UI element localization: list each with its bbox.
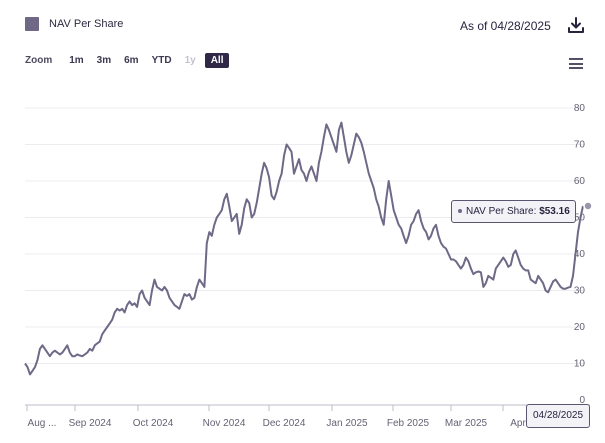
y-tick-label: 40 [574, 249, 586, 260]
zoom-button-1m[interactable]: 1m [69, 55, 84, 66]
x-tick-label: Nov 2024 [203, 418, 246, 429]
y-tick-label: 70 [574, 140, 586, 151]
x-tick-label: Feb 2025 [387, 418, 430, 429]
tooltip-series-label: NAV Per Share: [466, 206, 537, 217]
zoom-label: Zoom [25, 55, 53, 66]
tooltip: NAV Per Share: $53.16 [451, 200, 576, 223]
x-tick-label: Apr [510, 418, 526, 429]
hamburger-menu-icon[interactable] [569, 58, 583, 69]
legend-label: NAV Per Share [49, 18, 124, 30]
x-tick-label: Dec 2024 [263, 418, 306, 429]
nav-series-line [24, 121, 584, 376]
zoom-button-3m[interactable]: 3m [96, 55, 112, 66]
x-tick-label: Jan 2025 [326, 418, 368, 429]
grid-lines [25, 107, 585, 364]
x-axis-ticks: Aug ... Sep 2024 Oct 2024 Nov 2024 Dec 2024 J… [26, 405, 526, 429]
zoom-button-1y: 1y [184, 55, 196, 66]
x-tick-label: Oct 2024 [133, 418, 174, 429]
y-tick-label: 30 [574, 286, 586, 297]
tooltip-value: $53.16 [539, 206, 570, 217]
y-tick-label: 10 [574, 359, 586, 370]
zoom-button-ytd[interactable]: YTD [151, 55, 172, 66]
legend-swatch [25, 17, 39, 31]
legend[interactable]: NAV Per Share [25, 17, 123, 31]
as-of-date: As of 04/28/2025 [460, 19, 551, 33]
download-icon[interactable] [567, 16, 585, 34]
y-tick-label: 60 [574, 176, 586, 187]
y-tick-label: 0 [579, 395, 585, 406]
tooltip-series-dot [458, 209, 462, 213]
hover-point-marker [583, 201, 593, 211]
zoom-button-6m[interactable]: 6m [124, 55, 139, 66]
zoom-bar: Zoom 1m 3m 6m YTD 1y All [25, 53, 234, 68]
y-tick-label: 20 [574, 322, 586, 333]
x-tick-label: Aug ... [28, 418, 57, 429]
x-tick-label: Mar 2025 [445, 418, 488, 429]
y-tick-label: 80 [574, 103, 586, 114]
x-tick-label: Sep 2024 [69, 418, 112, 429]
zoom-button-all[interactable]: All [204, 53, 230, 68]
crosshair-date-label: 04/28/2025 [526, 404, 590, 428]
